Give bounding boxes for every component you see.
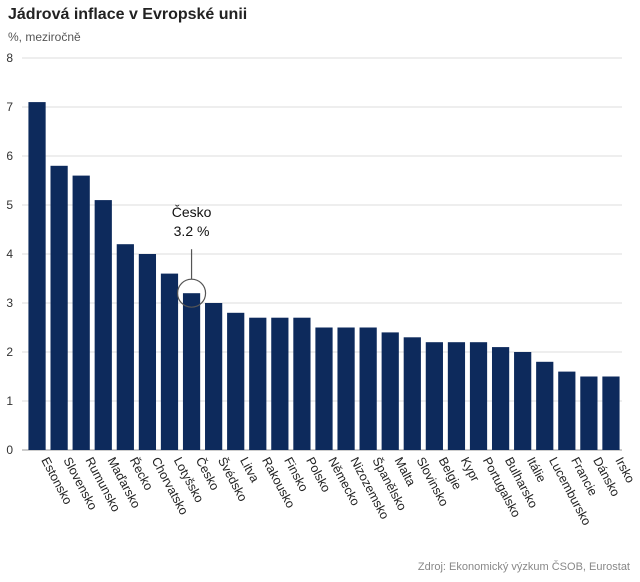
bar-8 (205, 303, 223, 450)
y-axis-ticks: 0 1 2 3 4 5 6 7 8 (6, 51, 13, 457)
bar-14 (337, 327, 355, 450)
bar-25 (580, 376, 598, 450)
bar-11 (271, 317, 289, 450)
bar-12 (293, 317, 311, 450)
bar-6 (160, 273, 179, 450)
y-tick-label: 0 (6, 443, 13, 457)
bar-2 (72, 175, 90, 450)
annotation: Česko 3.2 % (172, 204, 212, 308)
y-tick-label: 1 (6, 394, 13, 408)
annotation-label: Česko (172, 204, 212, 220)
y-tick-label: 4 (6, 247, 13, 261)
bar-23 (536, 361, 554, 450)
bar-26 (602, 376, 620, 450)
y-tick-label: 5 (6, 198, 13, 212)
bar-24 (558, 371, 576, 450)
bar-3 (94, 200, 112, 450)
y-tick-label: 2 (6, 345, 13, 359)
bar-0 (28, 102, 46, 450)
annotation-value: 3.2 % (174, 223, 210, 239)
y-tick-label: 3 (6, 296, 13, 310)
bar-16 (381, 332, 399, 450)
bar-5 (138, 254, 157, 450)
bar-21 (491, 347, 510, 450)
y-tick-label: 8 (6, 51, 13, 65)
bar-15 (359, 327, 377, 450)
bar-4 (116, 244, 134, 450)
bar-17 (403, 337, 421, 450)
bar-9 (227, 312, 245, 450)
bar-7 (182, 293, 201, 450)
bar-18 (425, 342, 443, 450)
bar-10 (249, 317, 267, 450)
bar-19 (447, 342, 466, 450)
bar-chart: 0 1 2 3 4 5 6 7 8 EstonskoSlovenskoRumunskoMaďar… (6, 51, 637, 528)
bar-22 (514, 352, 532, 450)
bar-1 (50, 165, 68, 451)
y-tick-label: 7 (6, 100, 13, 114)
chart-title: Jádrová inflace v Evropské unii (8, 6, 248, 23)
source-note: Zdroj: Ekonomický výzkum ČSOB, Eurostat (417, 561, 630, 573)
bars (28, 102, 620, 451)
bar-20 (469, 342, 488, 450)
x-axis-labels: EstonskoSlovenskoRumunskoMaďarskoŘeckoCh… (38, 454, 637, 527)
chart-subtitle: %, meziročně (8, 30, 81, 44)
y-tick-label: 6 (6, 149, 13, 163)
bar-13 (315, 327, 333, 450)
